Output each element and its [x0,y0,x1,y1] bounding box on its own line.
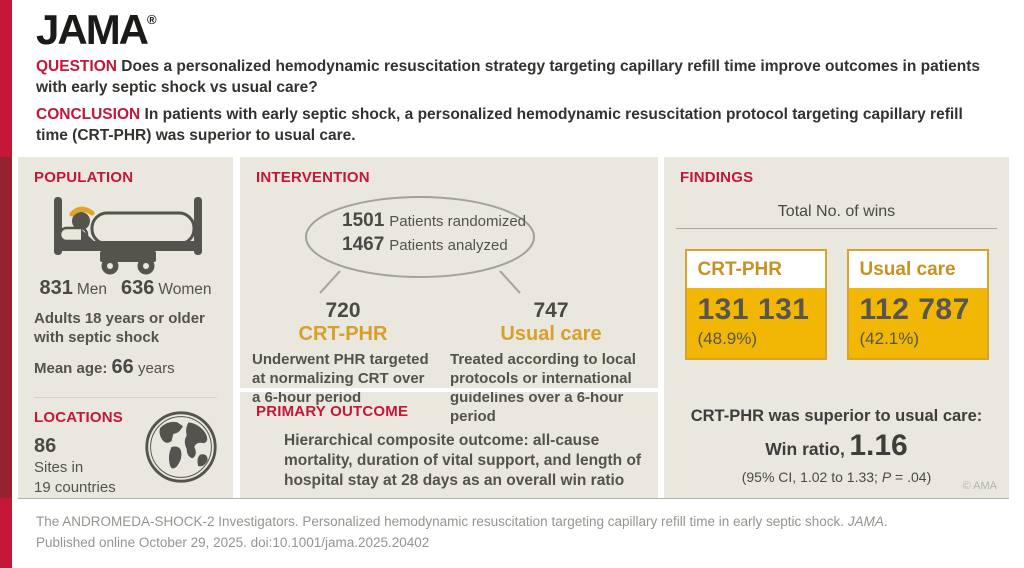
conclusion-paragraph: CONCLUSION In patients with early septic… [36,104,998,146]
question-paragraph: QUESTION Does a personalized hemodynamic… [36,56,992,98]
locations-title: LOCATIONS [34,409,124,426]
population-description: Adults 18 years or older with septic sho… [34,310,205,347]
question-label: QUESTION [36,58,117,75]
intervention-title: INTERVENTION [256,169,370,186]
population-locations-divider [34,397,217,398]
sites-line2: 19 countries [34,478,116,496]
footer-rule [18,498,1009,499]
mean-age-suffix: years [137,360,175,377]
accent-bar-bottom [0,498,12,568]
findings-panel: FINDINGS Total No. of wins CRT-PHR 131 1… [664,157,1009,498]
arm-crt-phr-desc: Underwent PHR targeted at normalizing CR… [252,351,429,407]
women-count: 636 [121,277,155,299]
jama-logo-text: JAMA [36,6,149,53]
women-count-group: 636 Women [121,277,212,300]
randomization-counts: 1501 Patients randomized 1467 Patients ana… [342,209,526,257]
men-count-group: 831 Men [39,277,107,300]
women-label: Women [158,281,212,298]
wins-card-crt-phr: CRT-PHR 131 131 (48.9%) [684,249,827,360]
wins-card-usual-care: Usual care 112 787 (42.1%) [846,249,989,360]
patient-in-bed-icon [54,197,202,275]
arm-usual-care-desc: Treated according to local protocols or … [450,351,636,426]
men-label: Men [76,281,108,298]
primary-outcome-text: Hierarchical composite outcome: all-caus… [284,432,642,490]
conclusion-label: CONCLUSION [36,106,141,123]
analyzed-row: 1467 Patients analyzed [342,233,526,257]
accent-bar-top [0,0,12,157]
win-ratio: Win ratio, 1.16 [664,429,1009,463]
citation-journal: JAMA [847,514,884,529]
findings-rule [676,228,997,229]
registered-mark: ® [147,12,157,27]
superiority-statement: CRT-PHR was superior to usual care: [690,407,983,425]
arm-crt-phr-name: CRT-PHR [298,323,388,345]
citation: The ANDROMEDA-SHOCK-2 Investigators. Per… [36,511,888,553]
wins-card-crt-phr-body: 131 131 (48.9%) [686,288,825,358]
jama-logo: JAMA® [36,6,157,54]
sex-counts: 831 Men 636 Women [18,277,233,300]
arm-crt-phr: 720 CRT-PHR Underwent PHR targeted at no… [252,299,434,426]
randomization-ellipse [305,196,535,294]
win-ratio-label: Win ratio, [765,439,845,459]
citation-line2: Published online October 29, 2025. doi:1… [36,535,430,550]
mean-age-label: Mean age: [34,360,108,377]
accent-bar-middle [0,157,12,498]
sites-count: 86 [34,435,57,457]
wins-card-crt-phr-value: 131 131 [697,293,810,326]
ci-prefix: (95% CI, 1.02 to 1.33; [741,469,882,485]
ci-suffix: = .04) [891,469,932,485]
analyzed-count: 1467 [342,234,385,255]
mean-age: Mean age: 66 years [34,356,175,379]
intervention-outcome-divider [240,388,658,392]
wins-card-crt-phr-label: CRT-PHR [686,251,825,288]
sites-line1: Sites in [34,459,84,476]
findings-title: FINDINGS [680,169,754,186]
conclusion-text: In patients with early septic shock, a p… [36,106,963,144]
wins-card-usual-care-label: Usual care [848,251,987,288]
ci-p: P [881,469,892,485]
population-title: POPULATION [34,169,134,186]
wins-card-usual-care-pct: (42.1%) [859,329,920,348]
citation-line1-text: The ANDROMEDA-SHOCK-2 Investigators. Per… [36,514,848,529]
ama-copyright: © AMA [962,480,997,492]
win-ratio-value: 1.16 [849,429,908,462]
randomized-count: 1501 [342,210,385,231]
population-panel: POPULATION 831 Men 636 Women Adults 18 yea… [18,157,233,498]
globe-icon [145,411,217,483]
primary-outcome-title: PRIMARY OUTCOME [256,403,409,420]
analyzed-label: Patients analyzed [389,237,508,254]
citation-line1-period: . [883,514,888,529]
wins-card-crt-phr-pct: (48.9%) [697,329,758,348]
trial-arms: 720 CRT-PHR Underwent PHR targeted at no… [240,299,658,426]
confidence-interval: (95% CI, 1.02 to 1.33; P = .04) [664,469,1009,485]
men-count: 831 [39,277,73,299]
randomized-label: Patients randomized [389,213,527,230]
wins-cards: CRT-PHR 131 131 (48.9%) Usual care 112 7… [664,249,1009,360]
findings-subtitle: Total No. of wins [777,203,896,220]
intervention-panel: INTERVENTION 1501 Patients randomized 146… [240,157,658,498]
wins-card-usual-care-value: 112 787 [859,293,970,326]
question-text: Does a personalized hemodynamic resuscit… [36,58,981,96]
arm-usual-care: 747 Usual care Treated according to loca… [450,299,652,426]
arm-usual-care-name: Usual care [500,323,602,345]
arm-crt-phr-count: 720 [325,299,361,322]
wins-card-usual-care-body: 112 787 (42.1%) [848,288,987,358]
locations-block: 86 Sites in 19 countries [34,435,129,497]
randomized-row: 1501 Patients randomized [342,209,526,233]
arm-usual-care-count: 747 [533,299,569,322]
mean-age-value: 66 [111,356,134,378]
citation-line1: The ANDROMEDA-SHOCK-2 Investigators. Per… [36,511,888,532]
